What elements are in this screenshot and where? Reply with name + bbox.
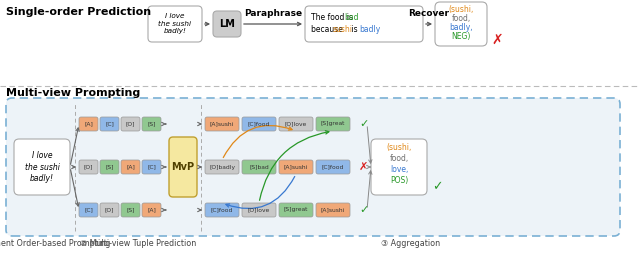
FancyBboxPatch shape (79, 203, 98, 217)
Text: LM: LM (219, 19, 235, 29)
Text: [C]food: [C]food (322, 165, 344, 169)
Text: [O]badly: [O]badly (209, 165, 235, 169)
Text: bad: bad (344, 12, 358, 22)
Text: ✗: ✗ (491, 33, 502, 47)
FancyBboxPatch shape (79, 117, 98, 131)
FancyBboxPatch shape (100, 203, 119, 217)
FancyBboxPatch shape (100, 117, 119, 131)
Text: [C]: [C] (84, 208, 93, 213)
FancyBboxPatch shape (242, 117, 276, 131)
FancyBboxPatch shape (142, 117, 161, 131)
FancyBboxPatch shape (14, 139, 70, 195)
Text: [C]food: [C]food (248, 121, 270, 126)
Text: [A]sushi: [A]sushi (284, 165, 308, 169)
Text: Multi-view Prompting: Multi-view Prompting (6, 88, 140, 98)
FancyBboxPatch shape (371, 139, 427, 195)
Text: [O]love: [O]love (248, 208, 270, 213)
Text: NEG): NEG) (451, 32, 470, 41)
FancyBboxPatch shape (142, 160, 161, 174)
FancyBboxPatch shape (242, 160, 276, 174)
FancyBboxPatch shape (205, 117, 239, 131)
Text: [A]sushi: [A]sushi (210, 121, 234, 126)
Text: I love
the sushi
badly!: I love the sushi badly! (159, 13, 191, 35)
FancyBboxPatch shape (121, 117, 140, 131)
FancyBboxPatch shape (213, 11, 241, 37)
FancyBboxPatch shape (242, 203, 276, 217)
Text: [S]bad: [S]bad (249, 165, 269, 169)
Text: POS): POS) (390, 176, 408, 185)
Text: [A]: [A] (147, 208, 156, 213)
FancyBboxPatch shape (79, 160, 98, 174)
Text: [C]food: [C]food (211, 208, 233, 213)
Text: [S]: [S] (147, 121, 156, 126)
FancyBboxPatch shape (205, 160, 239, 174)
Text: ✓: ✓ (432, 181, 442, 194)
FancyBboxPatch shape (100, 160, 119, 174)
Text: I love
the sushi
badly!: I love the sushi badly! (24, 151, 60, 183)
Text: ② Multi-view Tuple Prediction: ② Multi-view Tuple Prediction (80, 240, 196, 248)
Text: [S]: [S] (126, 208, 135, 213)
Text: [O]: [O] (105, 208, 115, 213)
Text: ✓: ✓ (359, 119, 369, 129)
FancyBboxPatch shape (316, 117, 350, 131)
FancyBboxPatch shape (169, 137, 197, 197)
Text: sushi: sushi (333, 25, 353, 35)
Text: [S]: [S] (105, 165, 114, 169)
Text: [S]great: [S]great (284, 208, 308, 213)
FancyBboxPatch shape (305, 6, 423, 42)
FancyBboxPatch shape (121, 160, 140, 174)
FancyBboxPatch shape (316, 160, 350, 174)
Text: because: because (311, 25, 345, 35)
Text: love,: love, (390, 165, 408, 174)
Text: ① Element Order-based Prompting: ① Element Order-based Prompting (0, 240, 110, 248)
FancyBboxPatch shape (279, 160, 313, 174)
Text: ✗: ✗ (359, 162, 369, 172)
FancyBboxPatch shape (205, 203, 239, 217)
FancyBboxPatch shape (148, 6, 202, 42)
FancyBboxPatch shape (279, 203, 313, 217)
Text: badly,: badly, (449, 23, 473, 31)
FancyBboxPatch shape (435, 2, 487, 46)
Text: [C]: [C] (105, 121, 114, 126)
Text: Recover: Recover (408, 9, 449, 19)
Text: [A]sushi: [A]sushi (321, 208, 345, 213)
Text: (sushi,: (sushi, (448, 5, 474, 14)
Text: Paraphrase: Paraphrase (244, 9, 302, 19)
Text: food,: food, (451, 14, 470, 23)
Text: [O]: [O] (125, 121, 135, 126)
Text: badly: badly (359, 25, 380, 35)
Text: The food is: The food is (311, 12, 355, 22)
FancyBboxPatch shape (121, 203, 140, 217)
Text: [O]love: [O]love (285, 121, 307, 126)
Text: is: is (349, 25, 360, 35)
Text: MvP: MvP (172, 162, 195, 172)
FancyBboxPatch shape (316, 203, 350, 217)
FancyBboxPatch shape (6, 98, 620, 236)
Text: (sushi,: (sushi, (387, 144, 412, 152)
FancyBboxPatch shape (279, 117, 313, 131)
Text: [A]: [A] (126, 165, 135, 169)
Text: food,: food, (389, 154, 408, 163)
Text: [S]great: [S]great (321, 121, 345, 126)
Text: [A]: [A] (84, 121, 93, 126)
Text: [O]: [O] (84, 165, 93, 169)
FancyBboxPatch shape (142, 203, 161, 217)
Text: [C]: [C] (147, 165, 156, 169)
Text: ③ Aggregation: ③ Aggregation (381, 240, 440, 248)
Text: ✓: ✓ (359, 205, 369, 215)
Text: Single-order Prediction: Single-order Prediction (6, 7, 151, 17)
